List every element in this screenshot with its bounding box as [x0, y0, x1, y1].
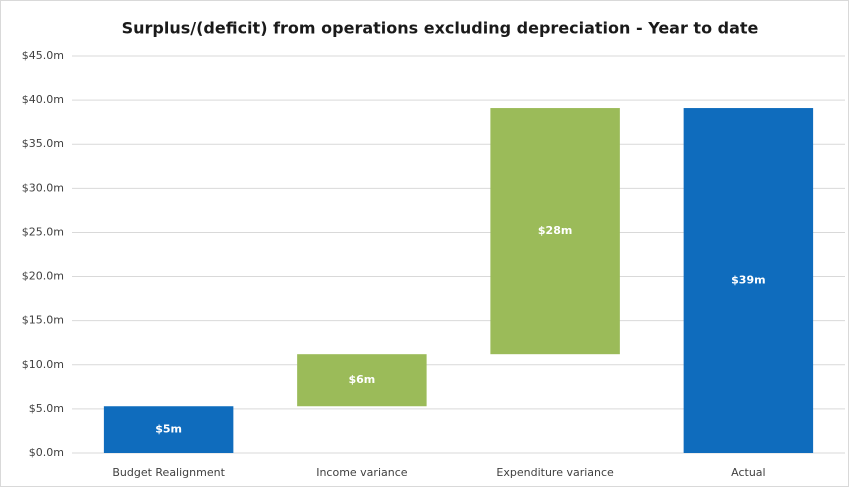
x-tick-label: Budget Realignment [112, 466, 225, 479]
value-label: $5m [155, 423, 182, 436]
value-label: $39m [731, 274, 765, 287]
y-tick-label: $20.0m [22, 270, 64, 283]
bar [297, 354, 427, 407]
bar [490, 108, 620, 355]
y-tick-label: $5.0m [29, 402, 64, 415]
x-tick-label: Expenditure variance [496, 466, 614, 479]
y-tick-label: $35.0m [22, 137, 64, 150]
bar [103, 406, 234, 453]
y-tick-label: $15.0m [22, 314, 64, 327]
chart-title: Surplus/(deficit) from operations exclud… [122, 19, 759, 38]
x-tick-label: Actual [731, 466, 765, 479]
y-tick-label: $10.0m [22, 358, 64, 371]
value-label: $6m [348, 373, 375, 386]
x-tick-label: Income variance [316, 466, 408, 479]
value-label: $28m [538, 224, 572, 237]
y-tick-label: $25.0m [22, 225, 64, 238]
y-tick-label: $30.0m [22, 181, 64, 194]
bar [683, 108, 814, 453]
y-tick-label: $40.0m [22, 93, 64, 106]
y-tick-label: $45.0m [22, 49, 64, 62]
y-tick-label: $0.0m [29, 446, 64, 459]
